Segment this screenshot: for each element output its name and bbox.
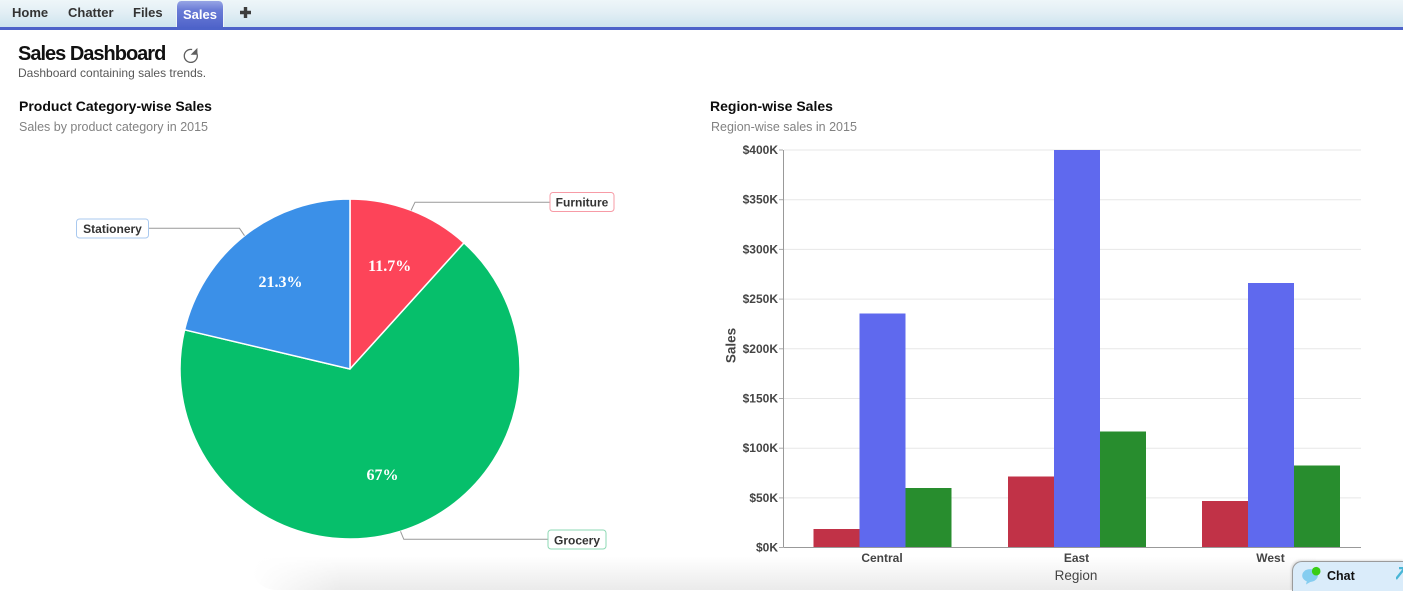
svg-text:Grocery: Grocery <box>554 534 600 548</box>
svg-text:West: West <box>1256 551 1284 565</box>
svg-text:$250K: $250K <box>743 292 779 306</box>
svg-text:Region: Region <box>1055 568 1098 583</box>
svg-text:$150K: $150K <box>743 392 779 406</box>
svg-text:11.7%: 11.7% <box>368 258 411 275</box>
svg-text:$50K: $50K <box>749 491 778 505</box>
svg-text:Stationery: Stationery <box>83 222 142 236</box>
svg-text:$0K: $0K <box>756 541 778 555</box>
svg-text:$400K: $400K <box>743 143 779 157</box>
svg-text:Furniture: Furniture <box>556 196 609 210</box>
svg-text:$100K: $100K <box>743 441 779 455</box>
svg-text:21.3%: 21.3% <box>259 274 303 291</box>
svg-text:Sales: Sales <box>724 328 739 363</box>
svg-text:67%: 67% <box>367 467 399 484</box>
svg-text:$300K: $300K <box>743 242 779 256</box>
svg-text:Central: Central <box>861 551 902 565</box>
svg-text:$200K: $200K <box>743 342 779 356</box>
svg-text:$350K: $350K <box>743 193 779 207</box>
svg-text:East: East <box>1064 551 1089 565</box>
